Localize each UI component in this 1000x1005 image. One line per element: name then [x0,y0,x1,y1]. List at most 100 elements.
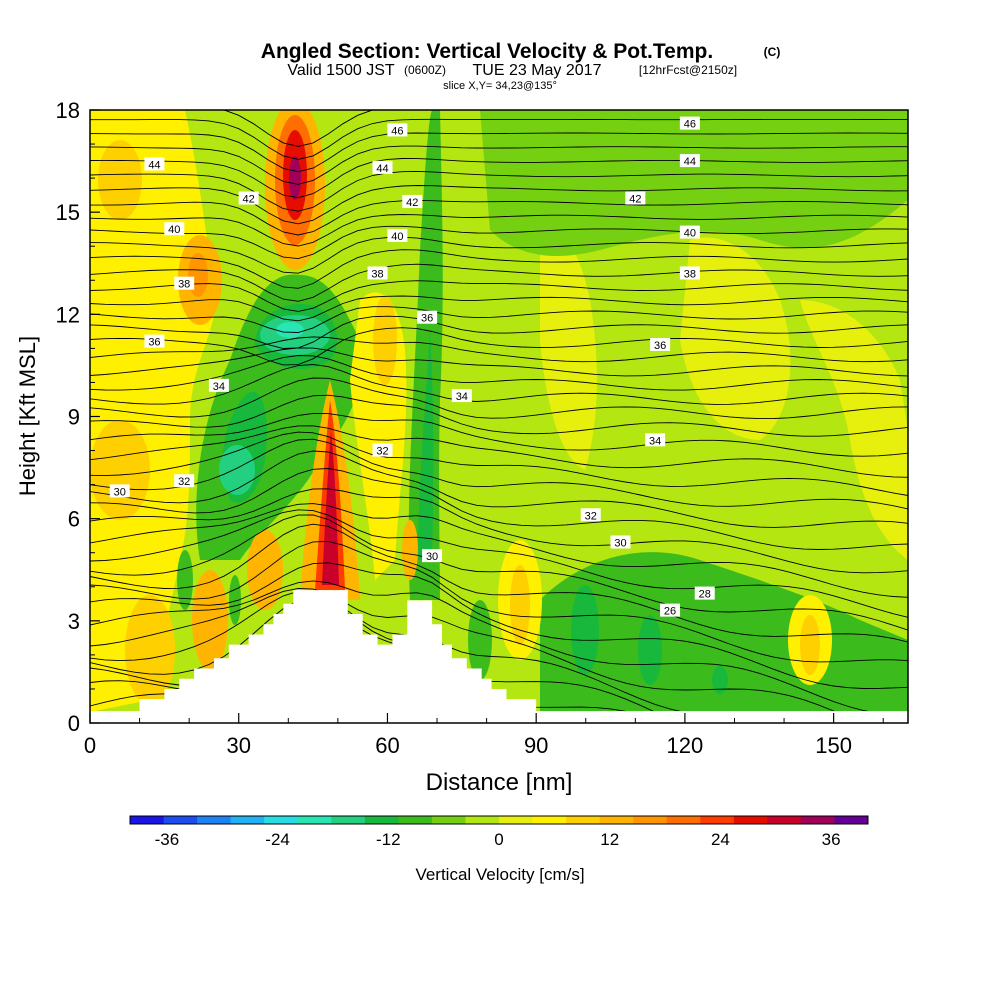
y-tick-label: 3 [68,609,80,634]
contour-label: 42 [629,194,641,206]
field-lower-right-down-3 [712,666,728,694]
contour-label-box [694,586,715,600]
colorbar-swatch [566,816,601,824]
pot-temp-isoline [90,580,908,717]
pot-temp-isoline [90,377,908,420]
contour-label: 30 [614,538,626,550]
pot-temp-isoline [90,509,908,618]
pot-temp-isoline [90,132,908,173]
colorbar-swatch [331,816,366,824]
colorbar-swatch [633,816,668,824]
y-tick-label: 12 [56,302,80,327]
pot-temp-isoline [90,145,908,185]
pot-temp-isoline [90,306,908,333]
pot-temp-isoline [90,540,908,663]
valid-time: Valid 1500 JST [287,62,395,79]
pot-temp-isoline [90,394,908,437]
y-tick-label: 18 [56,98,80,123]
field-mid-orange [373,295,397,385]
x-tick-label: 60 [375,733,399,758]
colorbar-swatch [163,816,198,824]
colorbar-tick-label: 0 [494,830,503,849]
x-tick-label: 120 [667,733,704,758]
colorbar-swatch [465,816,500,824]
field-lower-left-down [177,550,193,610]
colorbar-swatch [264,816,299,824]
pot-temp-isoline [90,431,908,496]
pot-temp-isoline [90,280,908,312]
contour-label-box [144,334,165,348]
contour-label: 38 [371,268,383,280]
contour-label: 34 [456,391,468,403]
contour-label-box [417,310,438,324]
contour-label-box [660,603,681,617]
field-right-yellow-3 [800,300,908,560]
contour-label: 36 [148,337,160,349]
pot-temp-isoline [90,225,908,260]
field-mid-orange-lower [402,520,418,580]
forecast-tag: [12hrFcst@2150z] [639,63,737,77]
contour-label: 38 [684,268,696,280]
contour-label-box [372,160,393,174]
y-tick-label: 9 [68,405,80,430]
pot-temp-isoline [90,249,908,289]
colorbar-tick-label: 36 [822,830,841,849]
y-axis-label: Height [Kft MSL] [15,336,40,496]
chart-title-unit: (C) [764,45,781,59]
contour-label-box [402,194,423,208]
field-top-left-orange [98,140,142,220]
colorbar-swatch [800,816,835,824]
colorbar-label: Vertical Velocity [cm/s] [415,865,584,884]
colorbar-swatch [499,816,534,824]
contour-label-box [679,225,700,239]
terrain-base [90,712,908,723]
valid-date: TUE 23 May 2017 [473,62,602,79]
x-axis-label: Distance [nm] [426,769,573,796]
contour-label-box [372,443,393,457]
pot-temp-isoline [90,514,908,631]
chart-title: Angled Section: Vertical Velocity & Pot.… [261,40,713,63]
field-left-orange-lower [90,420,150,520]
contour-label: 30 [426,551,438,563]
field-right-yellow-2 [680,237,791,440]
x-tick-label: 0 [84,733,96,758]
colorbar-tick-label: -36 [155,830,180,849]
contour-label-box [109,484,130,498]
colorbar-swatch [197,816,232,824]
pot-temp-isoline [90,355,908,391]
colorbar-frame [129,815,869,825]
pot-temp-isoline [90,214,908,247]
contour-label: 42 [243,194,255,206]
contour-label: 32 [585,510,597,522]
y-tick-label: 6 [68,507,80,532]
field-lower-mid-down [468,600,492,680]
pot-temp-isoline [90,236,908,274]
contour-label-box [387,229,408,243]
field-updraft-upper-core [289,156,301,200]
colorbar: -36 -24 -12 0 12 24 36 [129,815,869,849]
contour-label: 40 [684,228,696,240]
contour-label: 38 [178,279,190,291]
contour-label-box [208,378,229,392]
contour-label: 44 [684,156,696,168]
contour-label-box [174,474,195,488]
pot-temp-isoline [90,425,908,478]
colorbar-swatch [130,816,165,824]
colorbar-tick-label: -12 [376,830,401,849]
pot-temp-isoline [90,412,908,457]
pot-temp-isoline [90,503,908,598]
pot-temp-isoline [90,315,908,349]
pot-temp-isoline [90,118,908,160]
contour-label-box [625,191,646,205]
contour-label-box [650,337,671,351]
colorbar-tick-label: -24 [265,830,290,849]
contour-labels: 44 42 40 38 36 34 32 30 46 44 42 40 38 36 34 32 30 46 44 42… [109,116,715,618]
slice-info: slice X,Y= 34,23@135° [443,80,557,92]
x-tick-label: 90 [524,733,548,758]
pot-temp-isoline [90,158,908,199]
pot-temp-isoline [90,468,908,550]
field-lower-right-down-1 [571,585,599,675]
contour-label-box [422,549,443,563]
contour-label: 40 [391,231,403,243]
